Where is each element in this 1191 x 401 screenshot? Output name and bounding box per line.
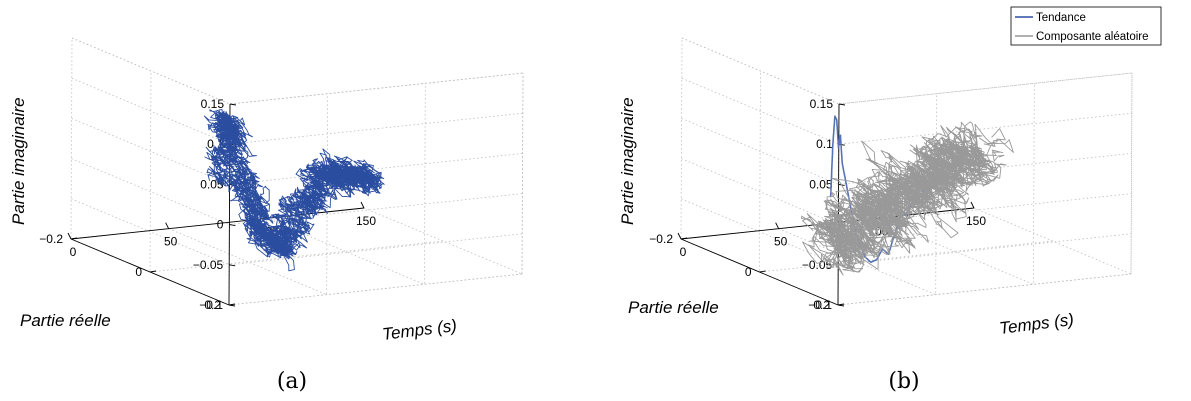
grid-edge (71, 37, 231, 105)
z-tick-label: −0.05 (193, 258, 224, 272)
grid-edge (229, 72, 524, 105)
x-tick (165, 222, 170, 229)
x-tick-label: 50 (774, 235, 788, 249)
z-tick (229, 224, 236, 227)
grid-line (71, 198, 523, 266)
chart-b-panel-label: (b) (888, 369, 919, 394)
grid-line (759, 70, 1053, 273)
z-tick (228, 304, 236, 307)
grid-edge (1130, 72, 1133, 275)
y-tick-label: 0.2 (813, 298, 830, 312)
grid-line (71, 118, 523, 185)
grid-line (363, 72, 524, 275)
chart-a-panel-label: (a) (277, 369, 307, 394)
x-tick (67, 232, 72, 240)
chart-b-series (801, 115, 1014, 276)
y-tick-label: 0.2 (204, 298, 221, 312)
grid-line (71, 158, 523, 226)
y-tick-label: 0 (135, 265, 142, 279)
y-tick (680, 237, 688, 240)
grid-edge (838, 72, 1133, 105)
x-tick (360, 201, 365, 209)
z-tick-label: −0.1 (199, 298, 223, 312)
chart-a-series (203, 109, 385, 272)
x-tick-label: 0 (680, 245, 687, 259)
x-tick-label: 50 (164, 235, 178, 249)
chart-b-ylabel: Partie réelle (628, 298, 719, 317)
series-a-0 (203, 109, 385, 272)
x-tick-label: 0 (70, 245, 77, 259)
y-tick-label: 0 (745, 265, 752, 279)
z-tick (229, 103, 237, 106)
grid-line (168, 93, 329, 296)
grid-edge (681, 37, 840, 105)
x-tick-label: 150 (966, 214, 986, 228)
grid-line (266, 83, 426, 285)
chart-b-legend: Tendance Composante aléatoire (1010, 6, 1162, 46)
chart-a-xlabel: Temps (s) (381, 316, 458, 344)
y-tick (759, 270, 766, 273)
chart-b-zlabel: Partie imaginaire (618, 97, 637, 225)
z-tick-label: 0.05 (809, 177, 833, 191)
grid-line (681, 118, 1132, 185)
grid-edge (521, 72, 524, 275)
y-tick-label: −0.2 (649, 232, 673, 246)
z-tick-label: 0.15 (810, 97, 834, 111)
z-tick (229, 264, 236, 267)
chart-b-xlabel: Temps (s) (998, 310, 1075, 338)
grid-line (149, 70, 444, 273)
z-tick-label: 0.1 (816, 137, 833, 151)
z-tick-label: 0.15 (201, 97, 225, 111)
grid-line (681, 37, 1133, 105)
grid-line (680, 37, 975, 240)
grid-line (681, 158, 1132, 226)
grid-line (71, 77, 523, 145)
x-tick (677, 232, 682, 240)
x-tick-label: 150 (356, 214, 376, 228)
legend-label-composante: Composante aléatoire (1036, 31, 1149, 43)
y-tick-label: −0.2 (39, 232, 63, 246)
grid-line (876, 83, 1035, 285)
y-tick (70, 237, 78, 240)
z-tick-label: −0.1 (808, 298, 832, 312)
x-tick (775, 222, 780, 229)
grid-line (973, 72, 1133, 275)
z-tick (837, 304, 845, 307)
grid-line (681, 198, 1132, 266)
legend-label-tendance: Tendance (1036, 12, 1086, 24)
z-tick (838, 103, 846, 106)
grid-line (71, 37, 524, 105)
x-tick (970, 201, 975, 209)
grid-line (681, 77, 1132, 145)
chart-a-ylabel: Partie réelle (20, 311, 111, 330)
chart-b-legend-box (1010, 6, 1162, 46)
series-composante-al-atoire (801, 121, 1014, 276)
z-tick-label: 0 (217, 218, 224, 232)
grid-line (228, 103, 523, 306)
grid-line (70, 37, 365, 240)
chart-a-zlabel: Partie imaginaire (9, 97, 28, 225)
y-tick (149, 270, 157, 273)
